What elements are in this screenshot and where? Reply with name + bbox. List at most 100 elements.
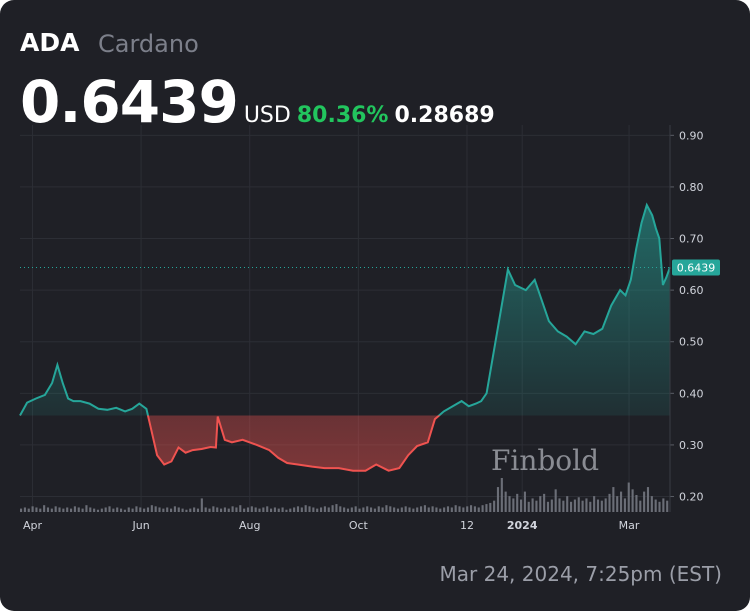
- volume-bar-163: [646, 487, 650, 512]
- volume-bar-139: [554, 489, 557, 512]
- volume-bar-3: [31, 506, 34, 512]
- timestamp: Mar 24, 2024, 7:25pm (EST): [439, 562, 722, 586]
- volume-bar-131: [523, 491, 526, 512]
- volume-bar-141: [562, 500, 565, 512]
- volume-bar-137: [546, 501, 550, 512]
- volume-bar-24: [112, 508, 115, 512]
- volume-bar-148: [589, 501, 592, 512]
- volume-bar-83: [339, 506, 342, 512]
- volume-bar-47: [200, 498, 203, 512]
- x-tick-label-4: 12: [460, 519, 474, 532]
- volume-bar-162: [643, 491, 646, 512]
- volume-bar-91: [370, 507, 373, 512]
- volume-bar-25: [116, 507, 119, 512]
- volume-bar-45: [193, 507, 196, 512]
- volume-bar-149: [593, 496, 596, 512]
- volume-bar-77: [316, 508, 319, 512]
- y-tick-label-3: 0.60: [679, 284, 704, 297]
- volume-bar-8: [50, 508, 53, 512]
- y-tick-label-0: 0.90: [679, 129, 704, 142]
- volume-bar-130: [520, 499, 523, 512]
- volume-bar-44: [189, 508, 192, 512]
- x-tick-label-0: Apr: [23, 519, 43, 532]
- volume-bar-79: [323, 506, 326, 512]
- volume-bar-37: [162, 508, 165, 512]
- volume-bar-43: [185, 509, 188, 512]
- volume-bar-147: [585, 498, 588, 512]
- volume-bar-54: [227, 508, 230, 512]
- volume-bar-49: [208, 508, 211, 512]
- x-tick-label-3: Oct: [349, 519, 369, 532]
- volume-bar-123: [493, 500, 496, 512]
- volume-bar-114: [458, 506, 461, 512]
- volume-bar-125: [500, 478, 503, 512]
- x-axis: Apr Jun Aug Oct 12 2024 Mar: [23, 519, 640, 532]
- volume-bar-106: [427, 507, 430, 512]
- volume-bar-63: [262, 507, 265, 512]
- volume-bar-146: [581, 500, 584, 512]
- volume-bar-61: [254, 507, 257, 512]
- volume-bar-117: [470, 505, 473, 512]
- volume-bar-126: [504, 491, 507, 512]
- y-tick-label-2: 0.70: [679, 233, 704, 246]
- volume-bar-113: [454, 505, 457, 512]
- volume-bar-57: [239, 505, 242, 512]
- volume-bar-115: [462, 507, 465, 512]
- volume-bar-39: [170, 508, 173, 512]
- y-tick-label-4: 0.50: [679, 336, 704, 349]
- current-price-tag: [672, 259, 720, 276]
- volume-bar-127: [508, 496, 511, 512]
- volume-bar-94: [381, 507, 384, 512]
- current-price-label: 0.6439: [677, 261, 716, 274]
- volume-bar-2: [27, 508, 30, 512]
- volume-bar-21: [100, 508, 103, 512]
- volume-bar-82: [335, 504, 338, 512]
- volume-bar-161: [639, 500, 642, 512]
- volume-bar-151: [600, 500, 603, 512]
- volume-bar-73: [300, 507, 303, 512]
- volume-bar-98: [396, 508, 400, 512]
- volume-bar-12: [66, 507, 69, 512]
- volume-bar-0: [20, 508, 23, 512]
- volume-bars: [20, 478, 669, 512]
- volume-bar-138: [550, 499, 553, 512]
- volume-bar-71: [293, 507, 296, 512]
- volume-bar-40: [173, 506, 176, 512]
- area-fill-up: [20, 205, 670, 416]
- volume-bar-4: [35, 507, 38, 512]
- volume-bar-64: [266, 506, 269, 512]
- current-price-marker: 0.6439: [20, 259, 720, 276]
- volume-bar-120: [481, 505, 484, 512]
- volume-bar-133: [531, 498, 534, 512]
- volume-bar-6: [43, 505, 46, 512]
- volume-bar-15: [77, 507, 80, 512]
- volume-bar-81: [331, 505, 334, 512]
- price-currency: USD: [243, 103, 291, 128]
- volume-bar-30: [135, 506, 138, 512]
- volume-bar-7: [46, 507, 50, 512]
- volume-bar-156: [620, 491, 623, 512]
- volume-bar-69: [285, 509, 288, 512]
- volume-bar-150: [596, 499, 600, 512]
- volume-bar-99: [400, 507, 403, 512]
- volume-bar-19: [93, 508, 96, 512]
- volume-bar-27: [123, 509, 126, 512]
- volume-bar-33: [146, 507, 150, 512]
- volume-bar-121: [485, 504, 488, 512]
- y-tick-label-1: 0.80: [679, 181, 704, 194]
- volume-bar-23: [108, 506, 111, 512]
- volume-bar-38: [166, 507, 169, 512]
- volume-bar-132: [527, 501, 530, 512]
- volume-bar-41: [177, 507, 180, 512]
- volume-bar-48: [204, 507, 207, 512]
- series-line-up: [19, 202, 671, 416]
- volume-bar-92: [373, 508, 376, 512]
- volume-bar-11: [62, 508, 65, 512]
- volume-bar-107: [431, 506, 434, 512]
- asset-name: Cardano: [98, 30, 199, 58]
- volume-bar-20: [96, 509, 100, 512]
- volume-bar-16: [81, 508, 84, 512]
- volume-bar-96: [389, 506, 392, 512]
- series-line-down: [20, 415, 441, 472]
- volume-bar-67: [277, 508, 280, 512]
